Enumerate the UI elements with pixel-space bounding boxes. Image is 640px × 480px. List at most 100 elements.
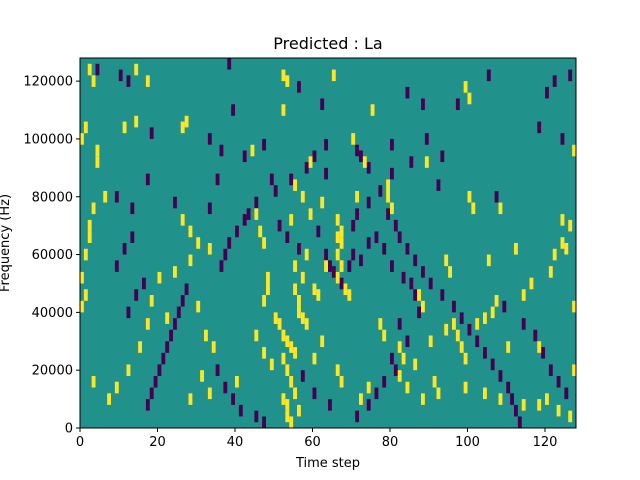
heatmap-cell-high [568,410,573,423]
heatmap-cell-low [304,162,309,174]
heatmap-cell-low [386,208,391,220]
heatmap-cell-high [281,329,286,342]
heatmap-cell-high [405,381,410,394]
heatmap-cell-high [343,283,348,296]
heatmap-cell-low [440,150,445,163]
heatmap-cell-high [173,266,177,278]
heatmap-cell-high [83,121,88,134]
heatmap-cell-low [223,248,228,261]
heatmap-cell-high [537,399,542,411]
heatmap-cell-high [382,329,387,342]
heatmap-cell-low [149,387,154,400]
heatmap-cell-low [95,63,100,76]
heatmap-cell-low [122,243,127,255]
heatmap-cell-low [145,173,150,186]
heatmap-cell-high [254,208,259,220]
heatmap-cell-low [269,173,274,186]
heatmap-cell-high [281,352,286,365]
heatmap-cell-high [320,335,325,348]
heatmap-cell-low [366,162,371,174]
heatmap-cell-high [289,416,294,428]
heatmap-cell-high [95,144,100,157]
heatmap-cell-high [262,237,267,249]
heatmap-cell-high [180,214,185,226]
heatmap-cell-low [169,329,174,342]
heatmap-cell-high [258,225,263,238]
heatmap-cell-low [517,416,522,428]
heatmap-cell-low [483,347,487,359]
heatmap-cell-low [173,318,177,330]
heatmap-cell-low [393,219,398,232]
y-tick-label: 0 [65,422,73,437]
heatmap-cell-high [370,104,375,116]
heatmap-cell-low [242,214,247,226]
heatmap-cell-low [215,173,220,186]
x-tick-label: 0 [76,435,84,450]
heatmap-cell-high [316,289,321,301]
heatmap-cell-high [297,295,301,307]
heatmap-cell-high [87,231,92,243]
heatmap-cell-high [285,399,290,411]
heatmap-cell-low [114,190,119,203]
heatmap-cell-high [145,318,150,330]
heatmap-cell-low [324,138,329,151]
heatmap-cell-high [378,318,383,330]
heatmap-cell-low [207,202,212,215]
y-tick-label: 120000 [23,75,73,90]
heatmap-cell-high [196,300,201,313]
heatmap-cell-high [300,271,305,284]
heatmap-cell-high [475,318,480,330]
x-tick-label: 80 [382,435,399,450]
heatmap-cell-high [266,283,270,296]
heatmap-cell-low [254,410,259,423]
heatmap-cell-low [351,219,356,232]
heatmap-cell-high [537,341,542,353]
heatmap-cell-high [366,381,371,394]
heatmap-cell-high [529,277,534,290]
heatmap-cell-low [382,243,387,255]
x-tick-label: 100 [455,435,480,450]
heatmap-cell-low [161,352,166,365]
heatmap-cell-low [235,225,239,238]
heatmap-cell-high [138,341,143,353]
heatmap-cell-high [277,318,282,330]
heatmap-cell-low [452,300,456,313]
heatmap-cell-high [320,196,325,209]
heatmap-cell-high [521,399,526,411]
heatmap-cell-low [366,399,371,411]
heatmap-cell-high [308,208,313,220]
heatmap-cell-low [223,381,228,394]
heatmap-cell-high [122,121,127,134]
heatmap-cell-low [514,404,518,417]
heatmap-cell-low [556,375,561,388]
heatmap-cell-low [134,289,139,301]
heatmap-cell-low [405,86,410,99]
x-axis: 0 20 40 60 80 100 120 [76,428,557,450]
heatmap-cell-low [459,312,464,324]
x-tick-label: 60 [304,435,321,450]
heatmap-cell-low [165,341,170,353]
heatmap-cell-high [463,381,468,394]
heatmap-cell-high [134,115,139,128]
heatmap-cell-low [568,69,573,82]
heatmap-cell-high [428,335,433,348]
heatmap-cell-low [521,318,526,330]
y-tick-label: 20000 [32,364,73,379]
heatmap-cell-low [541,347,546,359]
heatmap-cell-high [545,393,549,405]
heatmap-cell-high [452,318,456,330]
heatmap-cell-low [300,370,305,382]
heatmap-cell-high [80,133,84,145]
heatmap-cell-high [188,254,193,267]
heatmap-cell-high [91,375,96,388]
heatmap-cell-high [293,260,298,272]
heatmap-cell-low [366,196,371,209]
heatmap-cell-low [328,399,332,411]
heatmap-cell-low [421,266,425,278]
heatmap-cell-high [200,370,205,382]
heatmap-cell-high [351,133,356,145]
heatmap-cell-low [397,231,402,243]
heatmap-cell-low [219,144,224,157]
heatmap-cell-low [424,133,429,145]
heatmap-cell-high [312,352,317,365]
